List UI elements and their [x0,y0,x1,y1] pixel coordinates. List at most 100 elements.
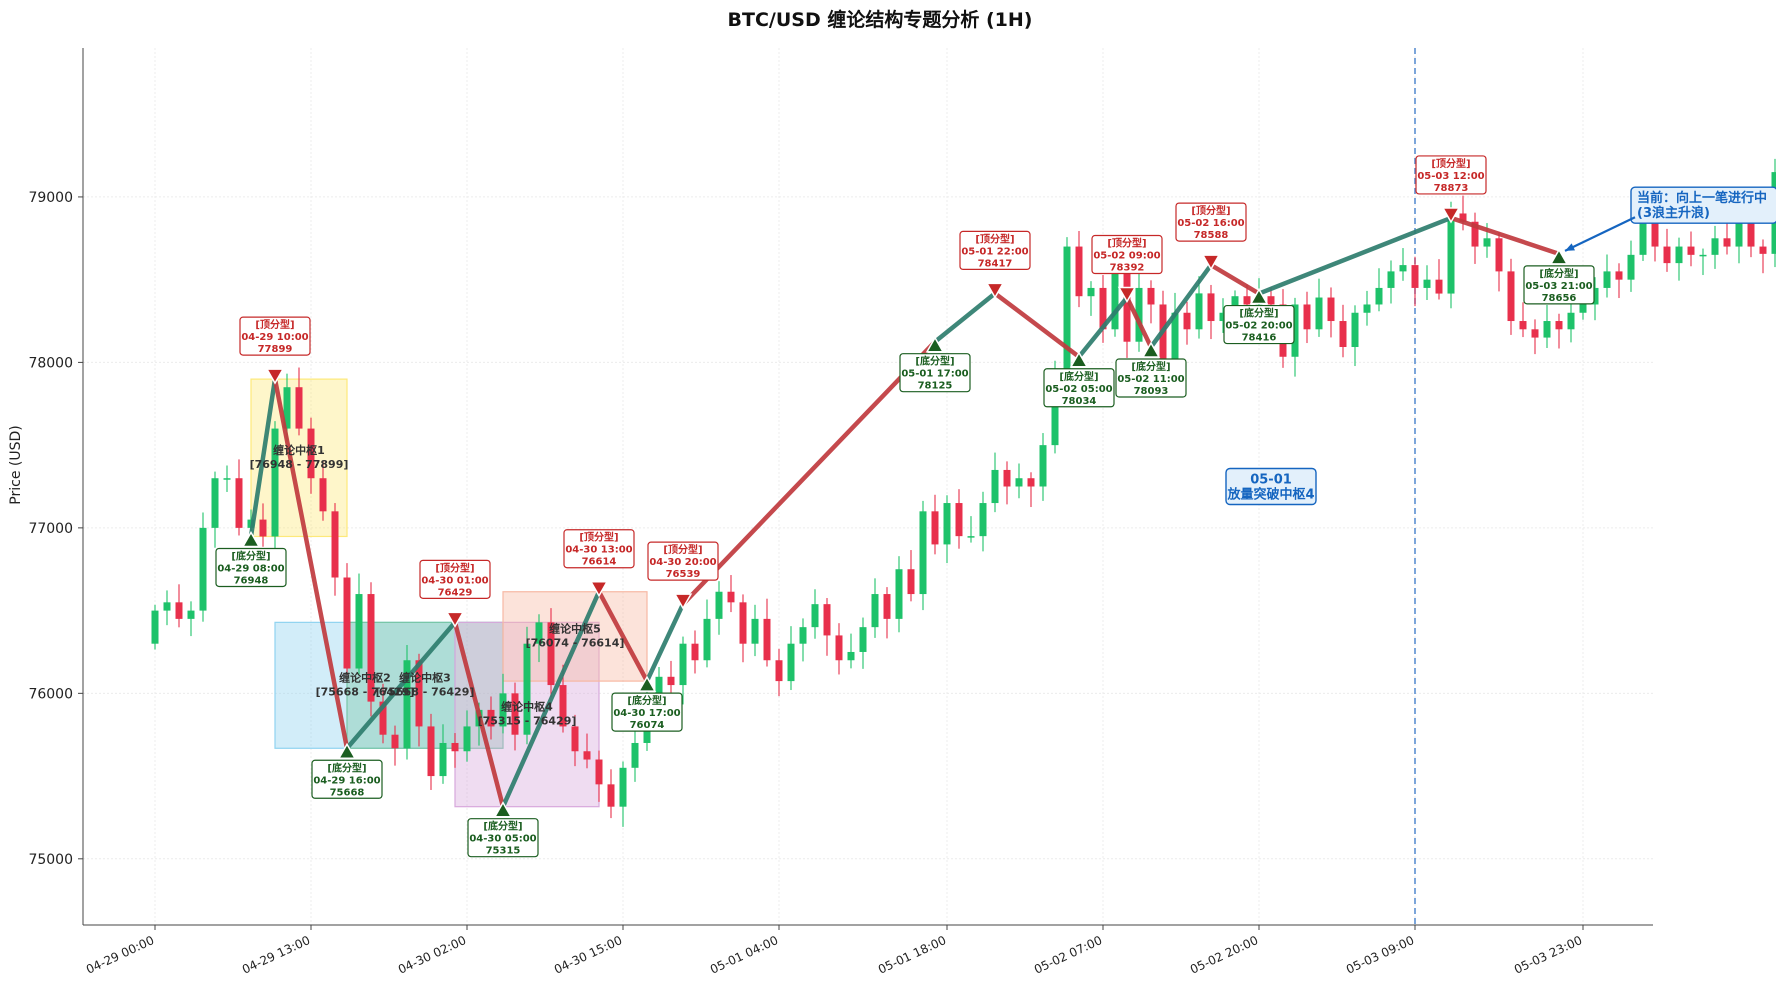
candle-body [583,751,591,760]
candle-body [1039,445,1047,487]
candle-body [427,726,435,777]
annotation-text: 05-01 [1250,473,1292,488]
fractal-label-text: [底分型] [915,355,954,368]
fractal-label-text: [顶分型] [975,232,1014,245]
candle-body [451,742,459,752]
candle-body [715,591,723,619]
candle-body [943,503,951,545]
fractal-label-box [959,230,1031,270]
bottom-fractal-marker [241,530,261,548]
candle-body [1123,271,1131,342]
candle-body [307,428,315,479]
fractal-label-box [1043,368,1115,408]
grid-lines [83,48,1653,925]
annotation-box-2 [1630,186,1776,224]
candlesticks [151,158,1776,827]
fractal-label-box [1091,234,1163,275]
fractal-label-box [467,818,539,858]
candle-body [1759,246,1767,254]
candle-body [859,627,867,652]
top-fractal-marker [445,611,465,628]
bi-stroke-up [1148,262,1214,350]
candle-body [739,602,747,644]
candle-body [271,428,279,537]
fractal-label-text: [底分型] [1539,267,1578,280]
candle-body [1159,304,1167,379]
candle-body [1591,287,1599,305]
bi-stroke-up [932,291,998,344]
top-fractal-marker [265,368,285,385]
x-tick-label: 04-30 02:00 [396,933,468,977]
candle-body [415,660,423,727]
candle-body [1495,238,1503,272]
candle-body [1567,312,1575,330]
candle-body [1735,205,1743,247]
fractal-label-text: [顶分型] [579,531,618,544]
candle-body [199,527,207,611]
candle-body [1027,478,1035,487]
candle-body [187,610,195,619]
fractal-label-text: [顶分型] [255,318,294,331]
candle-body [751,618,759,644]
candle-body [1063,246,1071,379]
fractal-label-text: 04-29 10:00 [241,332,308,343]
candle-body [391,734,399,749]
candle-body [979,503,987,537]
candle-body [775,660,783,682]
top-fractal-marker [1441,207,1461,224]
candle-body [667,676,675,686]
candle-body [211,478,219,528]
candle-body [679,643,687,686]
candle-body [1459,213,1467,222]
candle-body [295,387,303,429]
candle-body [1627,254,1635,280]
candle-body [1447,213,1455,294]
candle-body [631,742,639,768]
fractal-label-text: 04-30 01:00 [421,575,488,586]
x-tick-label: 05-01 18:00 [876,933,948,977]
bi-stroke-down [452,620,506,809]
candle-body [1531,329,1539,338]
y-tick-label: 75000 [28,852,73,868]
candle-body [1231,296,1239,313]
bottom-fractal-marker [1141,341,1161,358]
candle-body [1423,279,1431,288]
candle-body [1579,304,1587,313]
zhongshu-name-2: 缠论中枢2 [339,670,391,684]
x-tick-label: 05-03 23:00 [1512,933,1584,977]
zhongshu-range-4: [75315 - 76429] [478,715,577,728]
fractal-label-text: 04-30 20:00 [649,557,716,568]
zhongshu-name-1: 缠论中枢1 [273,443,325,457]
candle-body [1327,297,1335,322]
candle-body [1243,296,1251,305]
fractal-label-text: [底分型] [231,549,270,562]
candle-body [1675,246,1683,264]
candle-body [499,693,507,727]
candle-body [1375,287,1383,305]
fractal-label-text: [顶分型] [435,561,474,574]
zhongshu-range-5: [76074 - 76614] [526,636,625,649]
candle-body [487,709,495,727]
top-fractal-marker [589,580,609,598]
bi-stroke-up [1076,295,1130,360]
fractal-label-text: 75315 [486,846,521,857]
candle-body [1075,246,1083,297]
fractal-label-text: [底分型] [1131,360,1170,373]
fractal-label-text: 05-02 05:00 [1045,384,1112,395]
candle-body [1195,293,1203,330]
zhongshu-labels: 缠论中枢1[76948 - 77899] 缠论中枢2[75668 - 76429]… [250,443,625,728]
fractal-label-text: 04-30 17:00 [613,708,680,719]
candle-body [283,387,291,429]
candle-body [1411,265,1419,288]
x-tick-label: 05-02 20:00 [1188,933,1260,977]
candle-body [1303,304,1311,330]
x-tick-label: 05-01 04:00 [708,933,780,977]
candle-body [703,618,711,661]
candle-body [547,622,555,686]
fractal-label-box [899,353,971,393]
bi-stroke-down [596,589,650,684]
candle-body [691,643,699,661]
fractal-label-box [1223,304,1295,345]
bottom-fractal-marker [1249,288,1269,305]
candle-body [1051,378,1059,446]
